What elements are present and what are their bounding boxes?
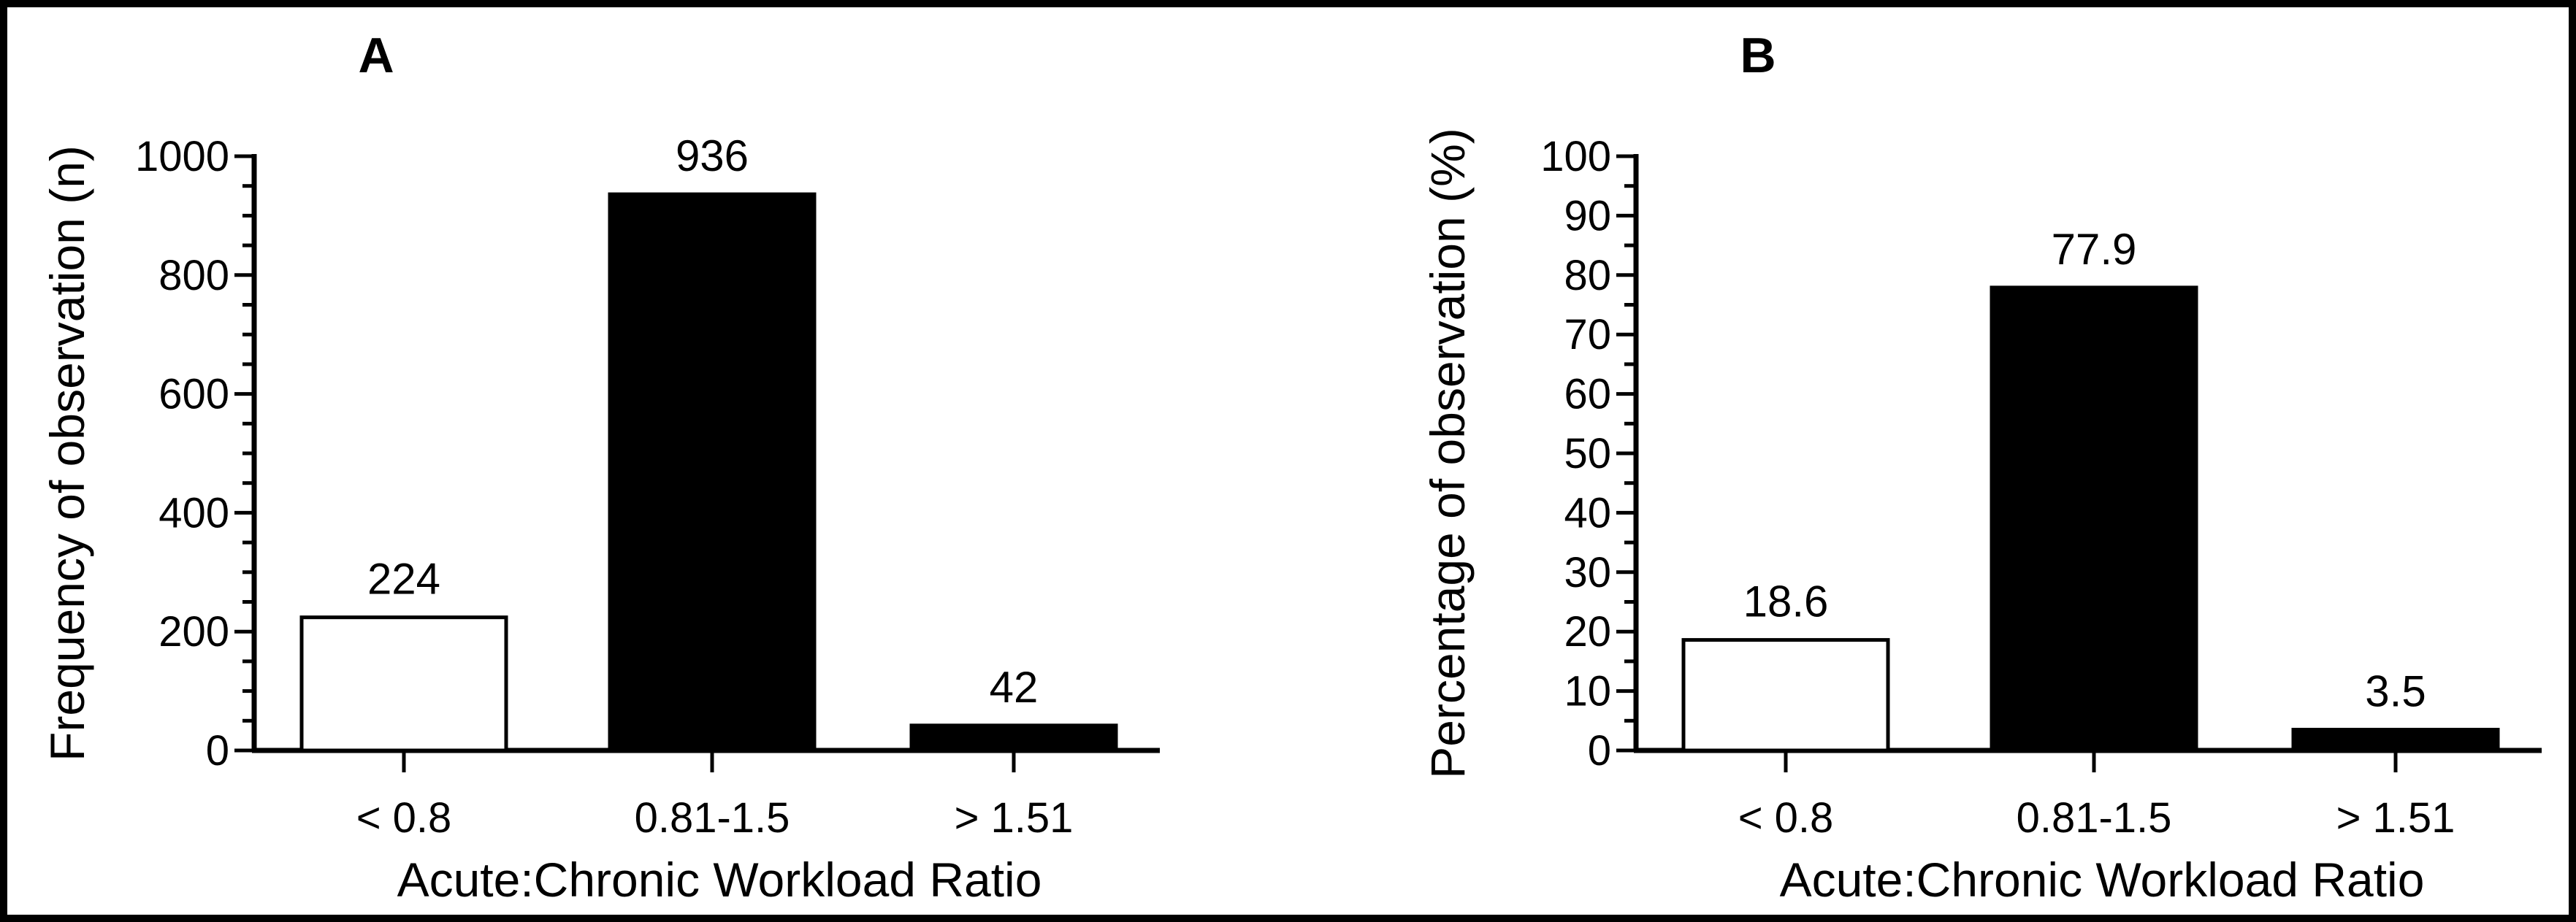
- x-category-label: < 0.8: [356, 794, 452, 842]
- x-category-label: 0.81-1.5: [2017, 794, 2172, 842]
- y-tick-label: 0: [206, 727, 229, 775]
- panel-B-chart: B Percentage of observation (%) Acute:Ch…: [1421, 28, 2542, 907]
- panel-b-x-axis-title: Acute:Chronic Workload Ratio: [1780, 853, 2425, 907]
- y-tick-label: 0: [1588, 727, 1611, 775]
- bar-value-label: 224: [367, 555, 440, 604]
- panel-a-x-axis-title: Acute:Chronic Workload Ratio: [397, 853, 1042, 907]
- y-tick-label: 800: [158, 252, 229, 299]
- x-category-label: > 1.51: [2336, 794, 2455, 842]
- panel-b-letter: B: [1740, 28, 1776, 83]
- y-tick-label: 200: [158, 608, 229, 656]
- bar-> 1.51: [2291, 728, 2500, 753]
- bar-value-label: 77.9: [2052, 225, 2137, 274]
- y-tick-label: 40: [1564, 489, 1611, 537]
- y-tick-label: 80: [1564, 252, 1611, 299]
- y-tick-label: 400: [158, 489, 229, 537]
- bar-< 0.8: [299, 615, 508, 753]
- x-category-label: < 0.8: [1738, 794, 1834, 842]
- panel-a-plot-area: 0 200 400 600 800 1000 < 0.8 224 0.81-1.5 936 > 1.…: [135, 131, 1160, 842]
- y-tick-label: 20: [1564, 608, 1611, 656]
- y-tick-label: 30: [1564, 549, 1611, 596]
- x-category-label: 0.81-1.5: [635, 794, 790, 842]
- y-tick-label: 10: [1564, 668, 1611, 715]
- panel-A-chart: A Frequency of observation (n) Acute:Chr…: [40, 28, 1160, 907]
- bar-value-label: 936: [676, 131, 749, 180]
- panel-a-letter: A: [358, 28, 394, 83]
- bar-0.81-1.5: [1990, 285, 2198, 753]
- panel-a-y-axis-title: Frequency of observation (n): [40, 145, 94, 761]
- y-tick-label: 90: [1564, 192, 1611, 239]
- y-tick-label: 50: [1564, 430, 1611, 477]
- y-tick-label: 1000: [135, 133, 229, 180]
- bar-0.81-1.5: [608, 192, 817, 753]
- bar-value-label: 3.5: [2365, 667, 2426, 716]
- y-tick-label: 600: [158, 371, 229, 418]
- bar-value-label: 18.6: [1743, 577, 1829, 626]
- y-tick-label: 70: [1564, 311, 1611, 358]
- y-tick-label: 60: [1564, 371, 1611, 418]
- x-category-label: > 1.51: [955, 794, 1074, 842]
- bar-value-label: 42: [990, 663, 1039, 712]
- bar-< 0.8: [1681, 638, 1890, 753]
- panel-b-plot-area: 0 10 20 30 40 50 60 70 80 90 100 < 0.8 18.6 0.81-1.5 7…: [1540, 133, 2542, 842]
- panel-b-y-axis-title: Percentage of observation (%): [1421, 128, 1475, 778]
- bar-> 1.51: [909, 723, 1118, 753]
- y-tick-label: 100: [1540, 133, 1611, 180]
